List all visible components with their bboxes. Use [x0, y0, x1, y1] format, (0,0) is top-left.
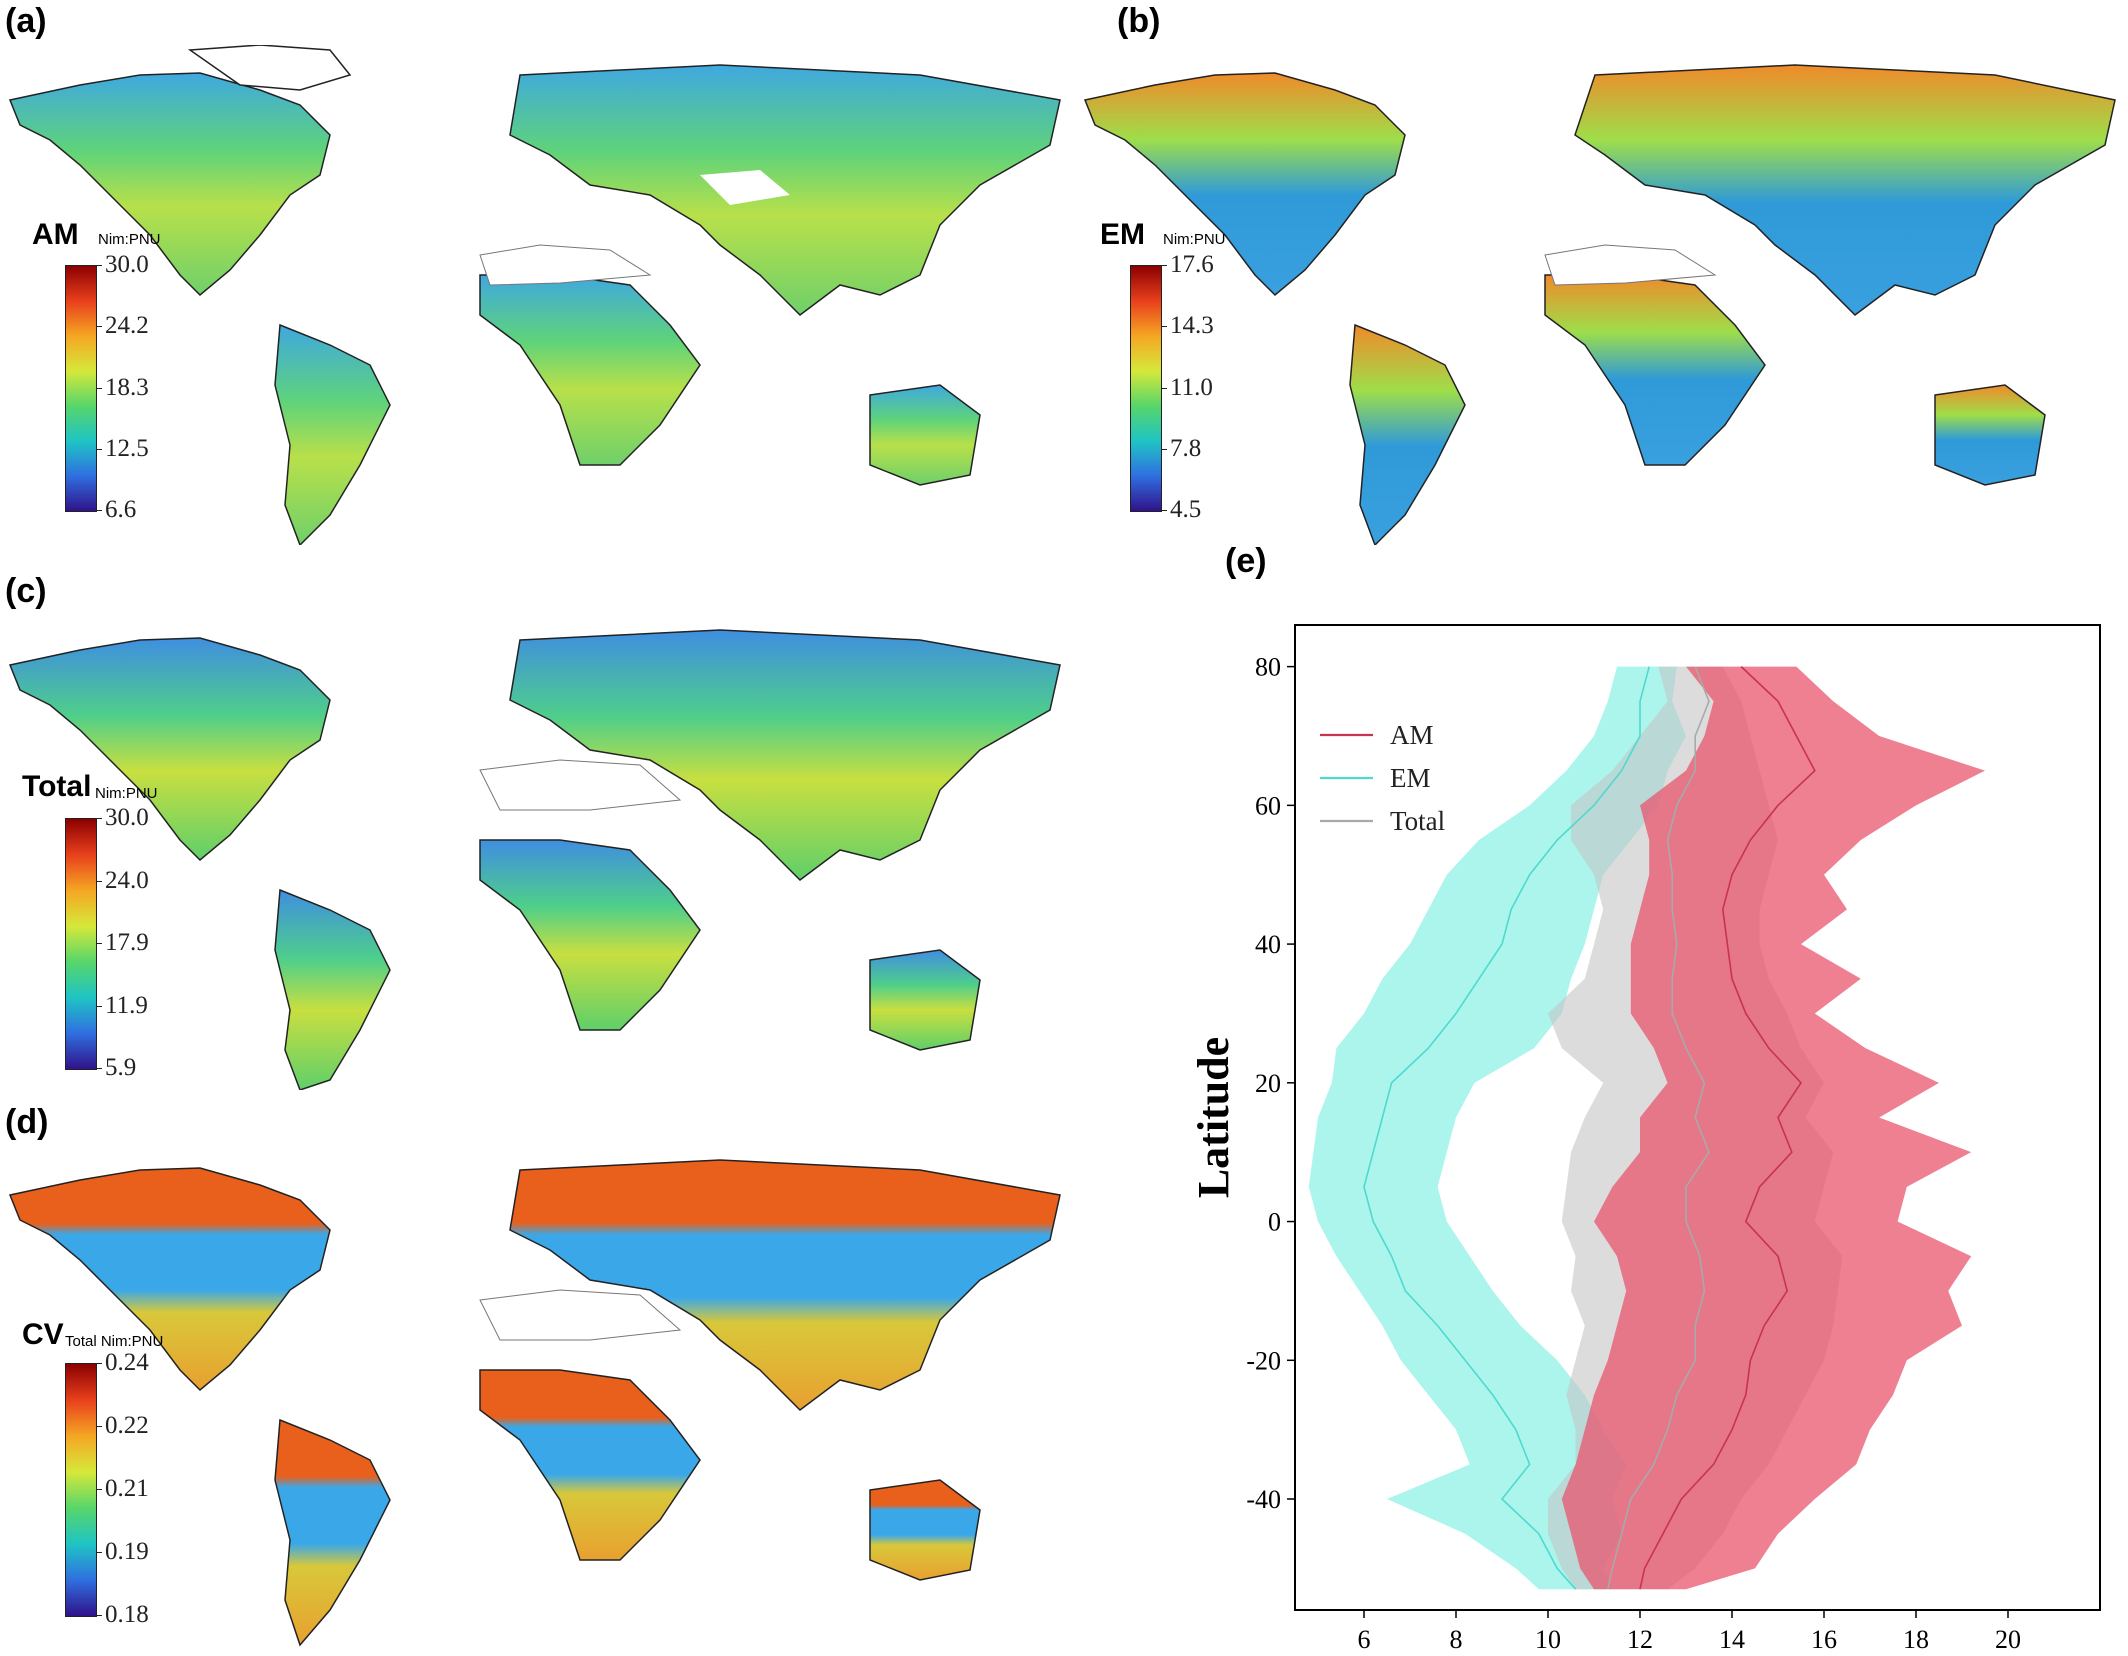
plot-frame: [1294, 624, 2101, 1611]
colorbar-tickmark: [96, 387, 102, 389]
y-tick-label: 40: [1255, 930, 1281, 959]
colorbar-unit-a: Nim:PNU: [98, 231, 161, 248]
line-em: [1363, 666, 1650, 1590]
panel-letter-c: (c): [5, 572, 47, 610]
colorbar-tick-label: 17.6: [1170, 251, 1214, 278]
x-tick-label: 16: [1811, 1625, 1837, 1650]
y-tick-label: -40: [1246, 1485, 1281, 1514]
colorbar-title-c: Total: [22, 770, 92, 803]
panel-letter-e: (e): [1225, 542, 1267, 580]
colorbar-tick-label: 12.5: [105, 434, 149, 462]
panel-letter-b: (b): [1117, 2, 1161, 40]
map-panel-b: [1083, 64, 2116, 545]
map-panel-c: [8, 629, 1061, 1090]
colorbar-tick-label: 0.19: [105, 1538, 149, 1565]
y-tick-label: 80: [1255, 653, 1281, 682]
colorbar-tick-label: 4.5: [1170, 496, 1202, 523]
colorbar-tickmark: [96, 880, 102, 882]
colorbar-tickmark: [96, 265, 102, 266]
colorbar-tickmark: [1161, 510, 1167, 511]
land-masses: [8, 45, 1061, 545]
y-tick-label: 0: [1268, 1208, 1281, 1237]
x-tick-label: 8: [1450, 1625, 1463, 1650]
colorbar-tickmark: [96, 1068, 102, 1069]
panel-letter-d: (d): [5, 1103, 49, 1141]
colorbar-tickmark: [1161, 265, 1167, 266]
colorbar-title-b: EM: [1100, 218, 1145, 251]
colorbar-c: [65, 818, 97, 1070]
colorbar-tick-label: 24.2: [105, 312, 149, 340]
x-tick-label: 10: [1535, 1625, 1561, 1650]
colorbar-tick-label: 0.21: [105, 1475, 149, 1502]
colorbar-unit-b: Nim:PNU: [1163, 231, 1226, 248]
colorbar-tick-label: 17.9: [105, 929, 149, 956]
latitude-profile-chart: 6 8 10 12 14 16 18 20 -40 -20 0 20 40 60 80 Latitude AM E…: [1189, 624, 2101, 1650]
colorbar-tick-label: 30.0: [105, 804, 149, 831]
colorbar-unit-d: Total Nim:PNU: [65, 1333, 164, 1350]
legend-label-am: AM: [1390, 720, 1434, 750]
colorbar-title-d: CV: [22, 1318, 64, 1351]
colorbar-tickmark: [96, 818, 102, 819]
y-tick-label: -20: [1246, 1346, 1281, 1375]
x-tick-label: 12: [1627, 1625, 1653, 1650]
colorbar-tickmark: [1161, 448, 1167, 450]
map-panel-a: [8, 45, 1061, 545]
colorbar-tickmark: [96, 1005, 102, 1007]
legend-label-em: EM: [1390, 763, 1431, 793]
y-axis-label: Latitude: [1189, 1037, 1238, 1198]
colorbar-tick-label: 14.3: [1170, 312, 1214, 340]
colorbar-tick-label: 24.0: [105, 866, 149, 894]
colorbar-tickmark: [96, 1363, 102, 1364]
colorbar-tick-label: 6.6: [105, 496, 137, 523]
colorbar-tick-label: 5.9: [105, 1054, 137, 1081]
colorbar-tickmark: [96, 1426, 102, 1427]
colorbar-tick-label: 11.9: [105, 991, 148, 1019]
colorbar-tick-label: 0.24: [105, 1349, 149, 1376]
colorbar-d: [65, 1363, 97, 1617]
map-panel-d: [8, 1159, 1061, 1647]
colorbar-b: [1130, 265, 1162, 512]
colorbar-tick-label: 0.18: [105, 1601, 149, 1628]
colorbar-tickmark: [96, 1489, 102, 1490]
colorbar-tickmark: [96, 510, 102, 511]
colorbar-a: [65, 265, 97, 512]
colorbar-tick-label: 0.22: [105, 1412, 149, 1439]
x-tick-label: 20: [1995, 1625, 2021, 1650]
colorbar-tickmark: [96, 326, 102, 328]
colorbar-tickmark: [1161, 387, 1167, 389]
colorbar-tick-label: 11.0: [1170, 373, 1213, 401]
legend-label-total: Total: [1390, 806, 1445, 836]
colorbar-tick-label: 7.8: [1170, 434, 1202, 462]
x-tick-label: 14: [1719, 1625, 1745, 1650]
y-tick-label: 60: [1255, 791, 1281, 820]
colorbar-tick-label: 30.0: [105, 251, 149, 278]
colorbar-tickmark: [96, 1615, 102, 1616]
colorbar-title-a: AM: [32, 218, 79, 251]
band-em: [1308, 666, 1686, 1590]
line-am: [1639, 666, 1816, 1590]
colorbar-unit-c: Nim:PNU: [95, 785, 158, 802]
colorbar-tickmark: [1161, 326, 1167, 328]
x-tick-label: 18: [1903, 1625, 1929, 1650]
colorbar-tickmark: [96, 943, 102, 944]
y-tick-label: 20: [1255, 1069, 1281, 1098]
band-am: [1561, 666, 1985, 1590]
colorbar-tick-label: 18.3: [105, 373, 149, 401]
colorbar-tickmark: [96, 448, 102, 450]
colorbar-tickmark: [96, 1552, 102, 1553]
panel-letter-a: (a): [5, 2, 47, 40]
x-tick-label: 6: [1358, 1625, 1371, 1650]
line-total: [1607, 666, 1710, 1590]
